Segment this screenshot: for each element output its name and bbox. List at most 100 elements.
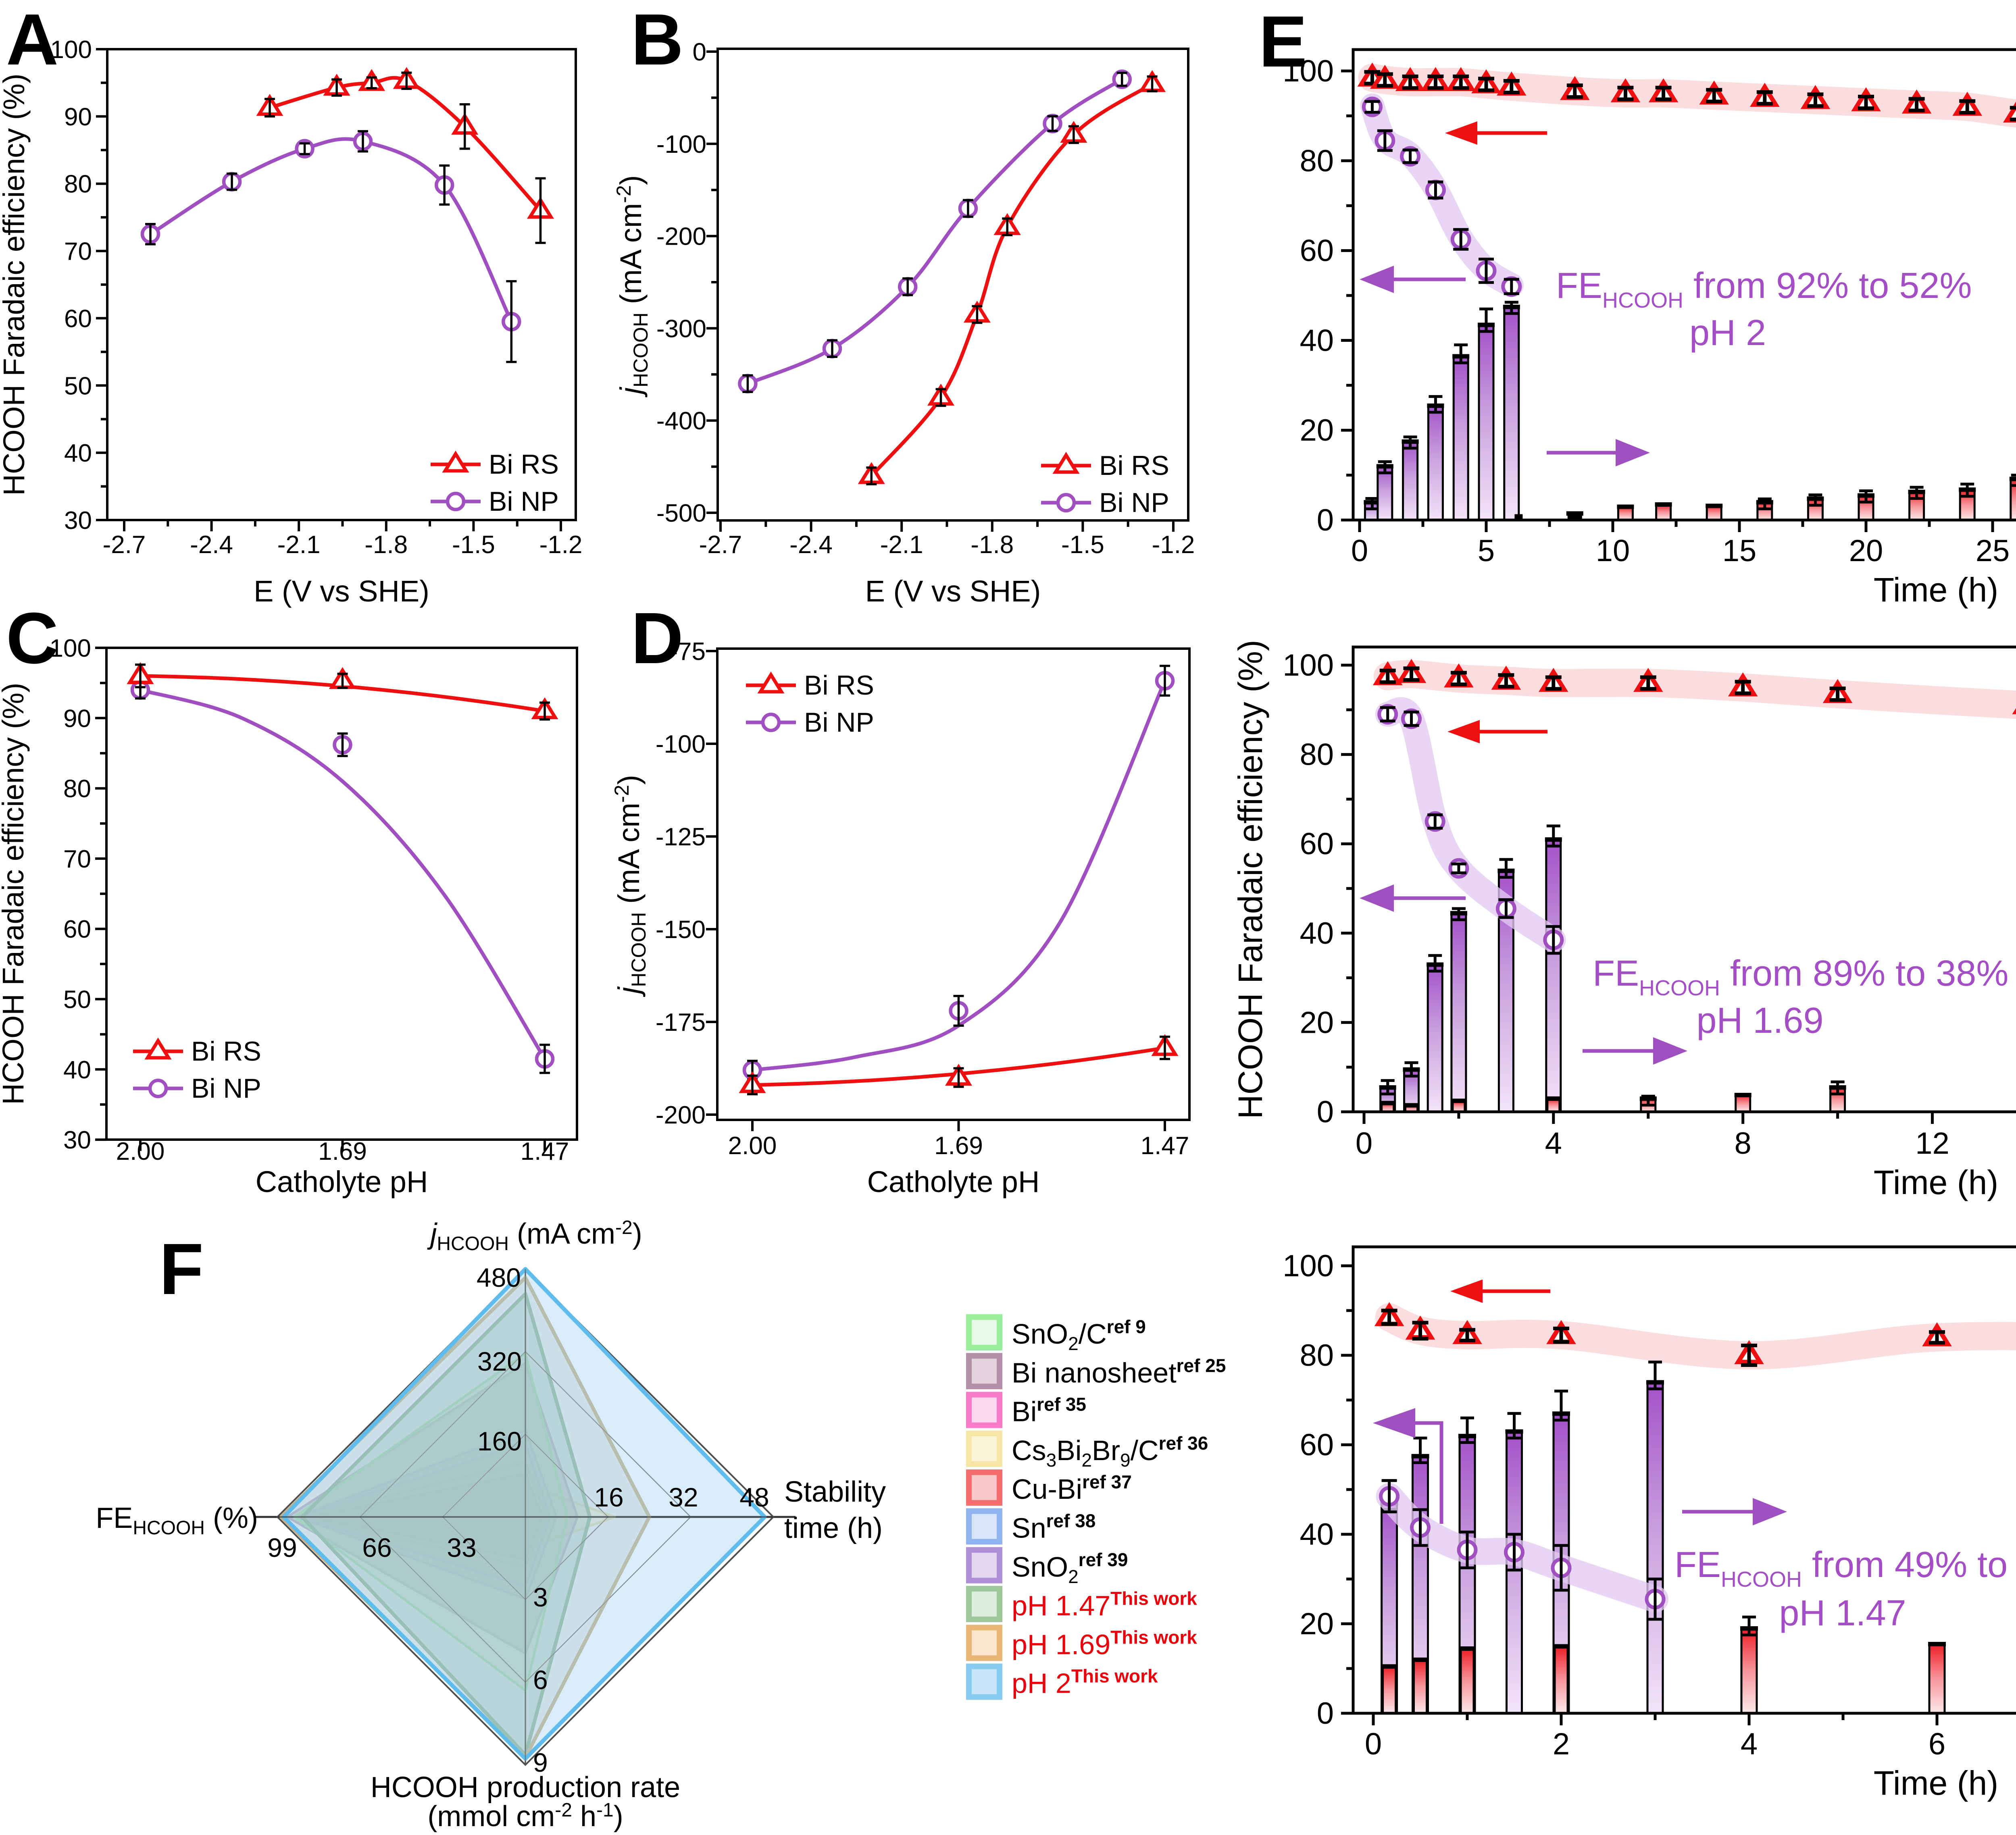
svg-text:40: 40 [63, 1056, 91, 1084]
svg-text:HCOOH Faradaic efficiency (%): HCOOH Faradaic efficiency (%) [0, 73, 31, 495]
svg-text:160: 160 [477, 1426, 522, 1456]
svg-text:48: 48 [739, 1482, 769, 1512]
svg-text:8: 8 [1735, 1126, 1752, 1161]
svg-text:F: F [159, 1229, 204, 1310]
svg-text:50: 50 [63, 986, 91, 1014]
svg-text:4: 4 [1545, 1126, 1562, 1161]
svg-text:20: 20 [1300, 1005, 1334, 1040]
svg-text:1.69: 1.69 [934, 1132, 983, 1160]
svg-text:60: 60 [1300, 827, 1334, 861]
svg-text:60: 60 [1300, 1428, 1334, 1462]
svg-text:-1.5: -1.5 [1061, 531, 1104, 559]
svg-text:70: 70 [64, 238, 92, 266]
svg-text:Bi nanosheetref 25: Bi nanosheetref 25 [1012, 1355, 1226, 1388]
svg-text:70: 70 [63, 845, 91, 873]
svg-text:-200: -200 [656, 223, 706, 251]
svg-text:pH 2: pH 2 [1689, 313, 1766, 353]
svg-text:HCOOH Faradaic efficiency (%): HCOOH Faradaic efficiency (%) [0, 682, 30, 1105]
svg-text:-1.2: -1.2 [539, 531, 583, 559]
svg-text:-100: -100 [656, 730, 706, 758]
svg-text:60: 60 [63, 915, 91, 943]
svg-text:12: 12 [1915, 1126, 1949, 1161]
svg-text:-150: -150 [656, 916, 706, 944]
svg-text:pH 1.47This work: pH 1.47This work [1012, 1588, 1197, 1621]
svg-text:0: 0 [1317, 1696, 1334, 1731]
svg-text:90: 90 [63, 705, 91, 732]
svg-text:FEHCOOH from 92% to 52%: FEHCOOH from 92% to 52% [1556, 266, 1972, 312]
svg-text:Catholyte pH: Catholyte pH [867, 1165, 1040, 1198]
svg-text:-1.8: -1.8 [364, 531, 408, 559]
svg-text:-1.5: -1.5 [452, 531, 495, 559]
svg-text:-400: -400 [656, 407, 706, 435]
svg-text:100: 100 [1283, 1249, 1334, 1283]
svg-text:Stability: Stability [784, 1476, 886, 1508]
svg-text:80: 80 [1300, 1338, 1334, 1373]
svg-text:30: 30 [64, 507, 92, 535]
svg-text:1.47: 1.47 [521, 1138, 569, 1165]
svg-text:480: 480 [477, 1263, 521, 1292]
svg-text:2.00: 2.00 [728, 1132, 777, 1160]
svg-text:50: 50 [64, 372, 92, 400]
svg-text:-125: -125 [656, 823, 706, 851]
svg-text:FEHCOOH from 49% to 25%: FEHCOOH from 49% to 25% [1674, 1545, 2016, 1592]
svg-text:40: 40 [1300, 916, 1334, 951]
svg-text:100: 100 [50, 635, 91, 662]
svg-text:6: 6 [533, 1665, 548, 1695]
svg-text:60: 60 [1300, 234, 1334, 268]
svg-text:-2.1: -2.1 [277, 531, 321, 559]
svg-text:20: 20 [1300, 1607, 1334, 1641]
svg-text:2: 2 [1553, 1727, 1570, 1761]
svg-text:-175: -175 [656, 1009, 706, 1036]
svg-text:60: 60 [64, 305, 92, 333]
svg-text:D: D [631, 598, 683, 679]
svg-text:(mmol cm-2 h-1): (mmol cm-2 h-1) [427, 1800, 623, 1833]
svg-text:80: 80 [64, 171, 92, 198]
svg-text:Time (h): Time (h) [1874, 1163, 1999, 1201]
svg-text:-2.1: -2.1 [880, 531, 923, 559]
svg-text:0: 0 [1356, 1126, 1372, 1161]
svg-text:0: 0 [693, 38, 706, 66]
svg-text:pH 1.69: pH 1.69 [1696, 1001, 1823, 1041]
svg-text:E: E [1259, 1, 1307, 82]
svg-text:Bi RS: Bi RS [191, 1036, 261, 1067]
svg-text:-2.7: -2.7 [103, 531, 146, 559]
svg-text:6: 6 [1929, 1727, 1945, 1761]
svg-text:5: 5 [1478, 534, 1495, 568]
svg-text:jHCOOH (mA cm-2): jHCOOH (mA cm-2) [610, 775, 650, 997]
svg-text:jHCOOH (mA cm-2): jHCOOH (mA cm-2) [427, 1217, 642, 1255]
svg-text:20: 20 [1849, 534, 1883, 568]
svg-text:Bi RS: Bi RS [489, 449, 559, 480]
svg-text:4: 4 [1741, 1727, 1758, 1761]
svg-text:80: 80 [1300, 144, 1334, 178]
svg-text:32: 32 [669, 1482, 698, 1512]
svg-text:15: 15 [1722, 534, 1757, 568]
svg-text:0: 0 [1317, 503, 1334, 537]
svg-text:pH 1.47: pH 1.47 [1779, 1593, 1906, 1633]
svg-text:0: 0 [1365, 1727, 1382, 1761]
svg-text:Bi RS: Bi RS [804, 670, 874, 701]
svg-text:Time (h): Time (h) [1874, 571, 1999, 609]
svg-text:25: 25 [1976, 534, 2010, 568]
svg-text:Bi RS: Bi RS [1099, 450, 1169, 481]
svg-text:Bi NP: Bi NP [191, 1073, 261, 1104]
svg-text:-2.4: -2.4 [789, 531, 833, 559]
svg-text:3: 3 [533, 1582, 548, 1612]
svg-text:90: 90 [64, 103, 92, 131]
svg-text:time (h): time (h) [784, 1512, 883, 1544]
svg-text:Catholyte pH: Catholyte pH [256, 1165, 428, 1198]
svg-text:100: 100 [1283, 54, 1334, 88]
svg-text:80: 80 [1300, 738, 1334, 772]
svg-text:-200: -200 [656, 1101, 706, 1129]
svg-text:Time (h): Time (h) [1874, 1764, 1999, 1802]
svg-text:-300: -300 [656, 315, 706, 343]
svg-text:320: 320 [477, 1346, 522, 1376]
svg-text:99: 99 [267, 1533, 297, 1562]
svg-text:9: 9 [533, 1748, 548, 1777]
svg-text:33: 33 [447, 1533, 476, 1562]
svg-text:C: C [6, 598, 58, 679]
svg-text:0: 0 [1351, 534, 1368, 568]
svg-text:-100: -100 [656, 131, 706, 158]
svg-text:Bi NP: Bi NP [1099, 487, 1169, 518]
svg-text:40: 40 [1300, 323, 1334, 358]
svg-text:10: 10 [1596, 534, 1630, 568]
